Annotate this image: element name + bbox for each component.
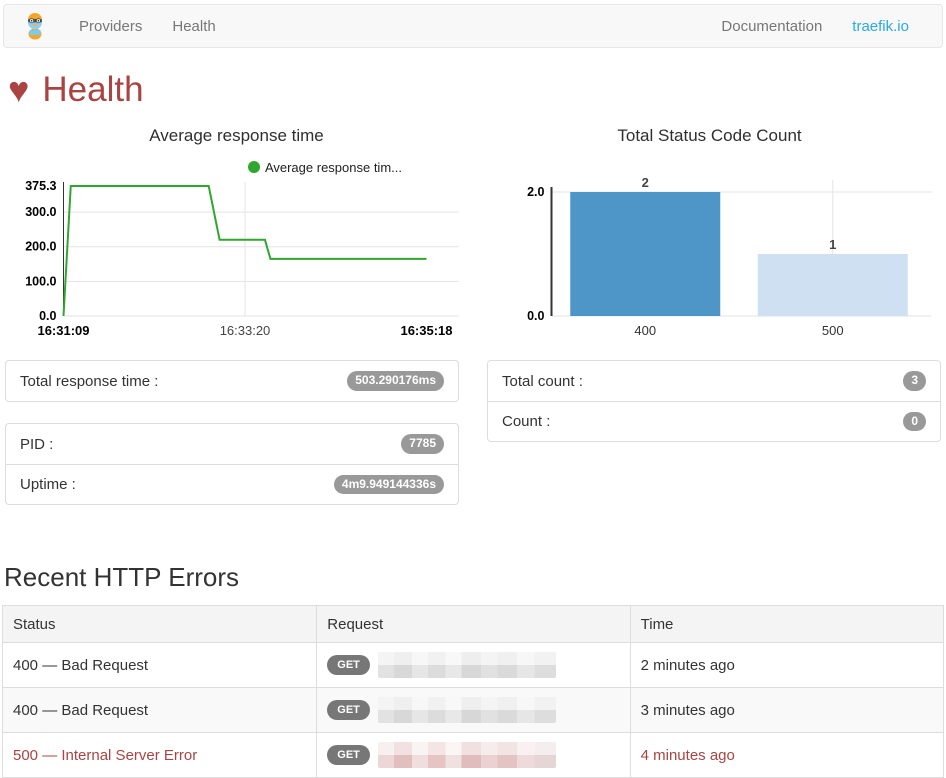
status-cell: 400 — Bad Request [1,642,318,689]
traefik-gopher-icon [28,13,42,40]
count-box: Total count : 3 Count : 0 [487,360,941,443]
time-text: 2 minutes ago [640,656,735,674]
count-label: Count : [502,413,551,431]
charts-row: Average response time Average response t… [0,120,946,344]
time-text: 3 minutes ago [640,701,735,719]
time-cell: 4 minutes ago [629,732,945,778]
nav-item-documentation[interactable]: Documentation [721,17,823,35]
stat-row-count: Count : 0 [488,401,940,441]
method-badge: GET [327,700,370,721]
svg-text:16:31:09: 16:31:09 [37,323,89,338]
status-text: 400 — Bad Request [13,701,149,719]
page-title-text: Health [42,70,144,109]
errors-header-row: Status Request Time [1,605,945,644]
svg-text:2: 2 [642,176,649,190]
line-chart-legend: Average response tim... [5,158,468,176]
request-cell: GET [316,732,631,778]
pid-label: PID : [20,435,54,453]
process-box: PID : 7785 Uptime : 4m9.949144336s [5,423,459,506]
status-cell: 500 — Internal Server Error [1,732,318,778]
nav-item-traefik-io[interactable]: traefik.io [852,17,909,35]
svg-text:100.0: 100.0 [25,274,56,288]
navbar-right: Documentation traefik.io [706,18,924,35]
bar-chart-canvas: 0.0 2.0 2 400 1 500 [527,176,932,338]
svg-text:200.0: 200.0 [25,240,56,254]
svg-text:2.0: 2.0 [527,185,544,199]
line-chart-title: Average response time [149,126,324,145]
error-table-row: 400 — Bad Request GET 3 minutes ago [1,687,945,734]
error-table-row: 500 — Internal Server Error GET 4 minutes … [1,732,945,778]
response-time-badge: 503.290176ms [347,371,444,391]
svg-text:0.0: 0.0 [527,309,544,323]
stats-col-right: Total count : 3 Count : 0 [487,360,941,526]
svg-text:300.0: 300.0 [25,205,56,219]
status-text: 400 — Bad Request [13,656,149,674]
errors-table: Status Request Time 400 — Bad Request GET… [1,605,945,778]
time-cell: 3 minutes ago [629,687,945,734]
time-text: 4 minutes ago [640,746,735,764]
page-title: ♥ Health [8,70,940,110]
stat-row-pid: PID : 7785 [6,424,458,464]
total-count-badge: 3 [903,371,926,391]
status-cell: 400 — Bad Request [1,687,318,734]
response-time-label: Total response time : [20,372,159,390]
stats-row: Total response time : 503.290176ms PID :… [5,360,941,526]
errors-section-title: Recent HTTP Errors [4,562,240,593]
traefik-logo[interactable] [24,12,46,40]
errors-table-body: 400 — Bad Request GET 2 minutes ago 400 — B… [1,642,945,778]
svg-text:500: 500 [822,323,844,338]
legend-dot [247,161,260,173]
nav-item-health[interactable]: Health [172,17,216,35]
uptime-badge: 4m9.949144336s [333,475,444,495]
svg-text:0.0: 0.0 [39,309,56,323]
navbar-left: Providers Health [24,12,231,40]
request-cell: GET [316,642,631,689]
avg-response-time-chart: Average response time Average response t… [0,120,473,344]
heart-icon: ♥ [8,69,30,110]
legend-label: Average response tim... [264,159,402,175]
method-badge: GET [327,655,370,676]
pid-badge: 7785 [401,434,444,454]
time-cell: 2 minutes ago [629,642,945,689]
stat-row-uptime: Uptime : 4m9.949144336s [6,464,458,504]
stat-row-response-time: Total response time : 503.290176ms [6,361,458,401]
redacted-request-path [377,697,556,724]
uptime-label: Uptime : [20,476,76,494]
svg-text:400: 400 [634,323,656,338]
count-badge: 0 [903,412,926,432]
navbar: Providers Health Documentation traefik.i… [3,4,943,48]
line-chart-canvas: 0.0 100.0 200.0 300.0 375.3 16:31:09 16:33:20 1… [25,179,459,338]
nav-item-providers[interactable]: Providers [79,17,143,35]
status-code-chart: Total Status Code Count 0.0 2.0 2 400 1 500 [473,120,946,344]
column-header-request: Request [316,605,631,644]
svg-text:16:33:20: 16:33:20 [220,323,271,338]
bar-chart-title: Total Status Code Count [617,126,802,145]
request-cell: GET [316,687,631,734]
column-header-time: Time [629,605,945,644]
response-time-box: Total response time : 503.290176ms [5,360,459,402]
method-badge: GET [327,745,370,766]
redacted-request-path [377,652,556,679]
redacted-request-path [377,742,556,769]
stats-col-left: Total response time : 503.290176ms PID :… [5,360,459,526]
legend-spacer [478,158,941,176]
stat-row-total-count: Total count : 3 [488,361,940,401]
svg-text:375.3: 375.3 [25,179,56,193]
svg-text:1: 1 [829,237,836,252]
svg-text:16:35:18: 16:35:18 [400,323,452,338]
total-count-label: Total count : [502,372,583,390]
error-table-row: 400 — Bad Request GET 2 minutes ago [1,642,945,689]
status-text: 500 — Internal Server Error [13,746,198,764]
errors-table-head: Status Request Time [1,605,945,644]
column-header-status: Status [1,605,318,644]
